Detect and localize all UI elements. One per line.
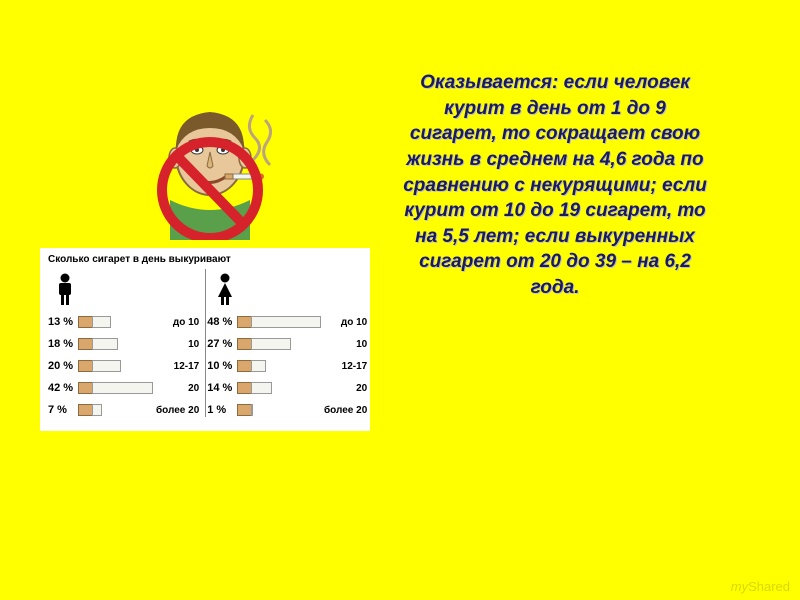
bar-wrap: [237, 316, 321, 328]
female-icon: [207, 269, 369, 305]
row-label: 10: [321, 339, 369, 350]
row-percent: 42 %: [48, 382, 78, 394]
bar-wrap: [78, 316, 153, 328]
row-label: до 10: [153, 317, 201, 328]
chart-row: 42 % 20: [48, 377, 201, 399]
chart-row: 13 % до 10: [48, 311, 201, 333]
left-panel: Сколько сигарет в день выкуривают 13 % до…: [40, 100, 370, 431]
cigarette-bar: [237, 338, 321, 350]
no-smoking-illustration: [115, 100, 295, 240]
cigarette-bar: [237, 404, 321, 416]
column-divider: [205, 269, 206, 417]
row-label: 20: [153, 383, 201, 394]
cigarette-bar: [237, 360, 321, 372]
chart-row: 27 % 10: [207, 333, 369, 355]
row-label: более 20: [321, 405, 369, 416]
bar-wrap: [237, 382, 321, 394]
row-label: 20: [321, 383, 369, 394]
row-label: 10: [153, 339, 201, 350]
row-percent: 48 %: [207, 316, 237, 328]
male-column: 13 % до 10 18 % 10 20 % 12-17 42 % 20 7 % более 2…: [48, 269, 201, 421]
row-percent: 20 %: [48, 360, 78, 372]
row-percent: 14 %: [207, 382, 237, 394]
row-percent: 18 %: [48, 338, 78, 350]
bar-wrap: [78, 338, 153, 350]
bar-wrap: [78, 404, 153, 416]
cigarette-bar: [237, 382, 321, 394]
cigarette-bar: [78, 360, 153, 372]
row-percent: 7 %: [48, 404, 78, 416]
cigarette-chart: Сколько сигарет в день выкуривают 13 % до…: [40, 248, 370, 431]
watermark-my: my: [731, 579, 748, 594]
chart-columns: 13 % до 10 18 % 10 20 % 12-17 42 % 20 7 % более 2…: [48, 269, 362, 421]
cigarette-bar: [237, 316, 321, 328]
female-column: 48 % до 10 27 % 10 10 % 12-17 14 % 20 1 % более 2…: [207, 269, 369, 421]
chart-row: 48 % до 10: [207, 311, 369, 333]
bar-wrap: [237, 404, 321, 416]
chart-row: 20 % 12-17: [48, 355, 201, 377]
row-percent: 13 %: [48, 316, 78, 328]
chart-row: 14 % 20: [207, 377, 369, 399]
row-label: 12-17: [321, 361, 369, 372]
chart-row: 1 % более 20: [207, 399, 369, 421]
chart-row: 18 % 10: [48, 333, 201, 355]
row-percent: 10 %: [207, 360, 237, 372]
male-icon: [48, 269, 201, 305]
cigarette-bar: [78, 404, 153, 416]
chart-row: 7 % более 20: [48, 399, 201, 421]
bar-wrap: [78, 360, 153, 372]
row-label: до 10: [321, 317, 369, 328]
bar-wrap: [78, 382, 153, 394]
chart-title: Сколько сигарет в день выкуривают: [48, 254, 362, 265]
row-label: более 20: [153, 405, 201, 416]
cigarette-bar: [78, 382, 153, 394]
cigarette-bar: [78, 316, 153, 328]
watermark-shared: Shared: [748, 579, 790, 594]
row-percent: 27 %: [207, 338, 237, 350]
row-percent: 1 %: [207, 404, 237, 416]
chart-row: 10 % 12-17: [207, 355, 369, 377]
row-label: 12-17: [153, 361, 201, 372]
bar-wrap: [237, 338, 321, 350]
main-text: Оказывается: если человек курит в день о…: [400, 70, 710, 301]
bar-wrap: [237, 360, 321, 372]
watermark: myShared: [731, 579, 790, 594]
cigarette-bar: [78, 338, 153, 350]
